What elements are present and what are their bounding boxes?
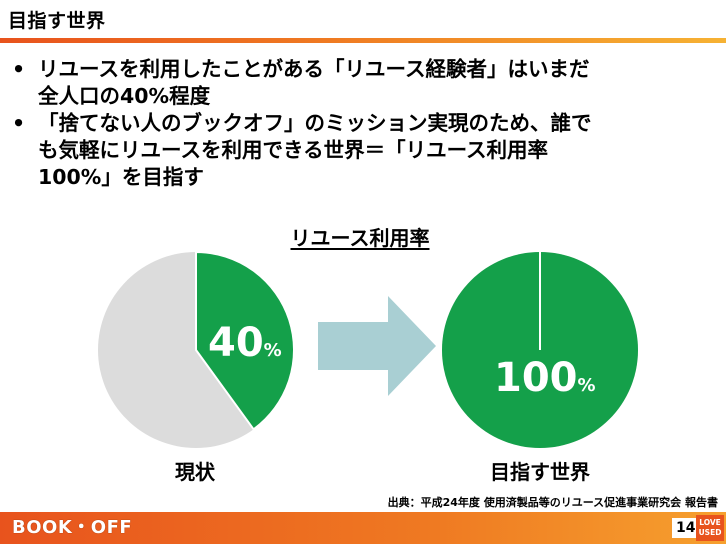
pie-current-caption: 現状 [175, 460, 215, 484]
bullet-item-1: • リユースを利用したことがある「リユース経験者」はいまだ 全人口の40%程度 [10, 56, 716, 110]
love-used-tag: LOVE USED [696, 515, 724, 541]
pie-slice-used [195, 250, 295, 431]
bullet-1-line-1: リユースを利用したことがある「リユース経験者」はいまだ [38, 57, 590, 81]
bullet-2-line-3: 100%」を目指す [38, 165, 204, 189]
bookoff-logo: BOOK・OFF [12, 517, 133, 538]
pie-target-number: 100 [494, 355, 578, 401]
pie-current [98, 250, 295, 448]
pie-target-unit: % [577, 375, 596, 396]
bullet-item-2: • 「捨てない人のブックオフ」のミッション実現のため、誰で も気軽にリユースを利… [10, 110, 716, 191]
pie-target [442, 252, 638, 448]
bullet-2-line-2: も気軽にリユースを利用できる世界＝「リユース利用率 [38, 138, 549, 162]
pie-current-value: 40% [208, 320, 282, 366]
pie-target-value: 100% [494, 355, 596, 401]
source-note: 出典：平成24年度 使用済製品等のリユース促進事業研究会 報告書 [387, 496, 718, 509]
bullet-dot: • [12, 57, 26, 81]
pie-current-number: 40 [208, 320, 264, 366]
page-number: 14 [672, 518, 700, 538]
bullet-list: • リユースを利用したことがある「リユース経験者」はいまだ 全人口の40%程度 … [10, 56, 716, 191]
footer-bar [0, 512, 726, 544]
tag-line-2: USED [698, 528, 722, 537]
chart-title: リユース利用率 [290, 226, 430, 250]
page-title: 目指す世界 [8, 10, 106, 32]
pie-target-caption: 目指す世界 [490, 460, 590, 484]
bullet-2-line-1: 「捨てない人のブックオフ」のミッション実現のため、誰で [38, 111, 592, 135]
title-divider [0, 38, 726, 43]
bullet-dot: • [12, 111, 26, 135]
tag-line-1: LOVE [699, 518, 721, 527]
pie-current-unit: % [263, 340, 282, 361]
arrow-right-icon [318, 296, 436, 396]
bullet-1-line-2: 全人口の40%程度 [38, 84, 211, 108]
